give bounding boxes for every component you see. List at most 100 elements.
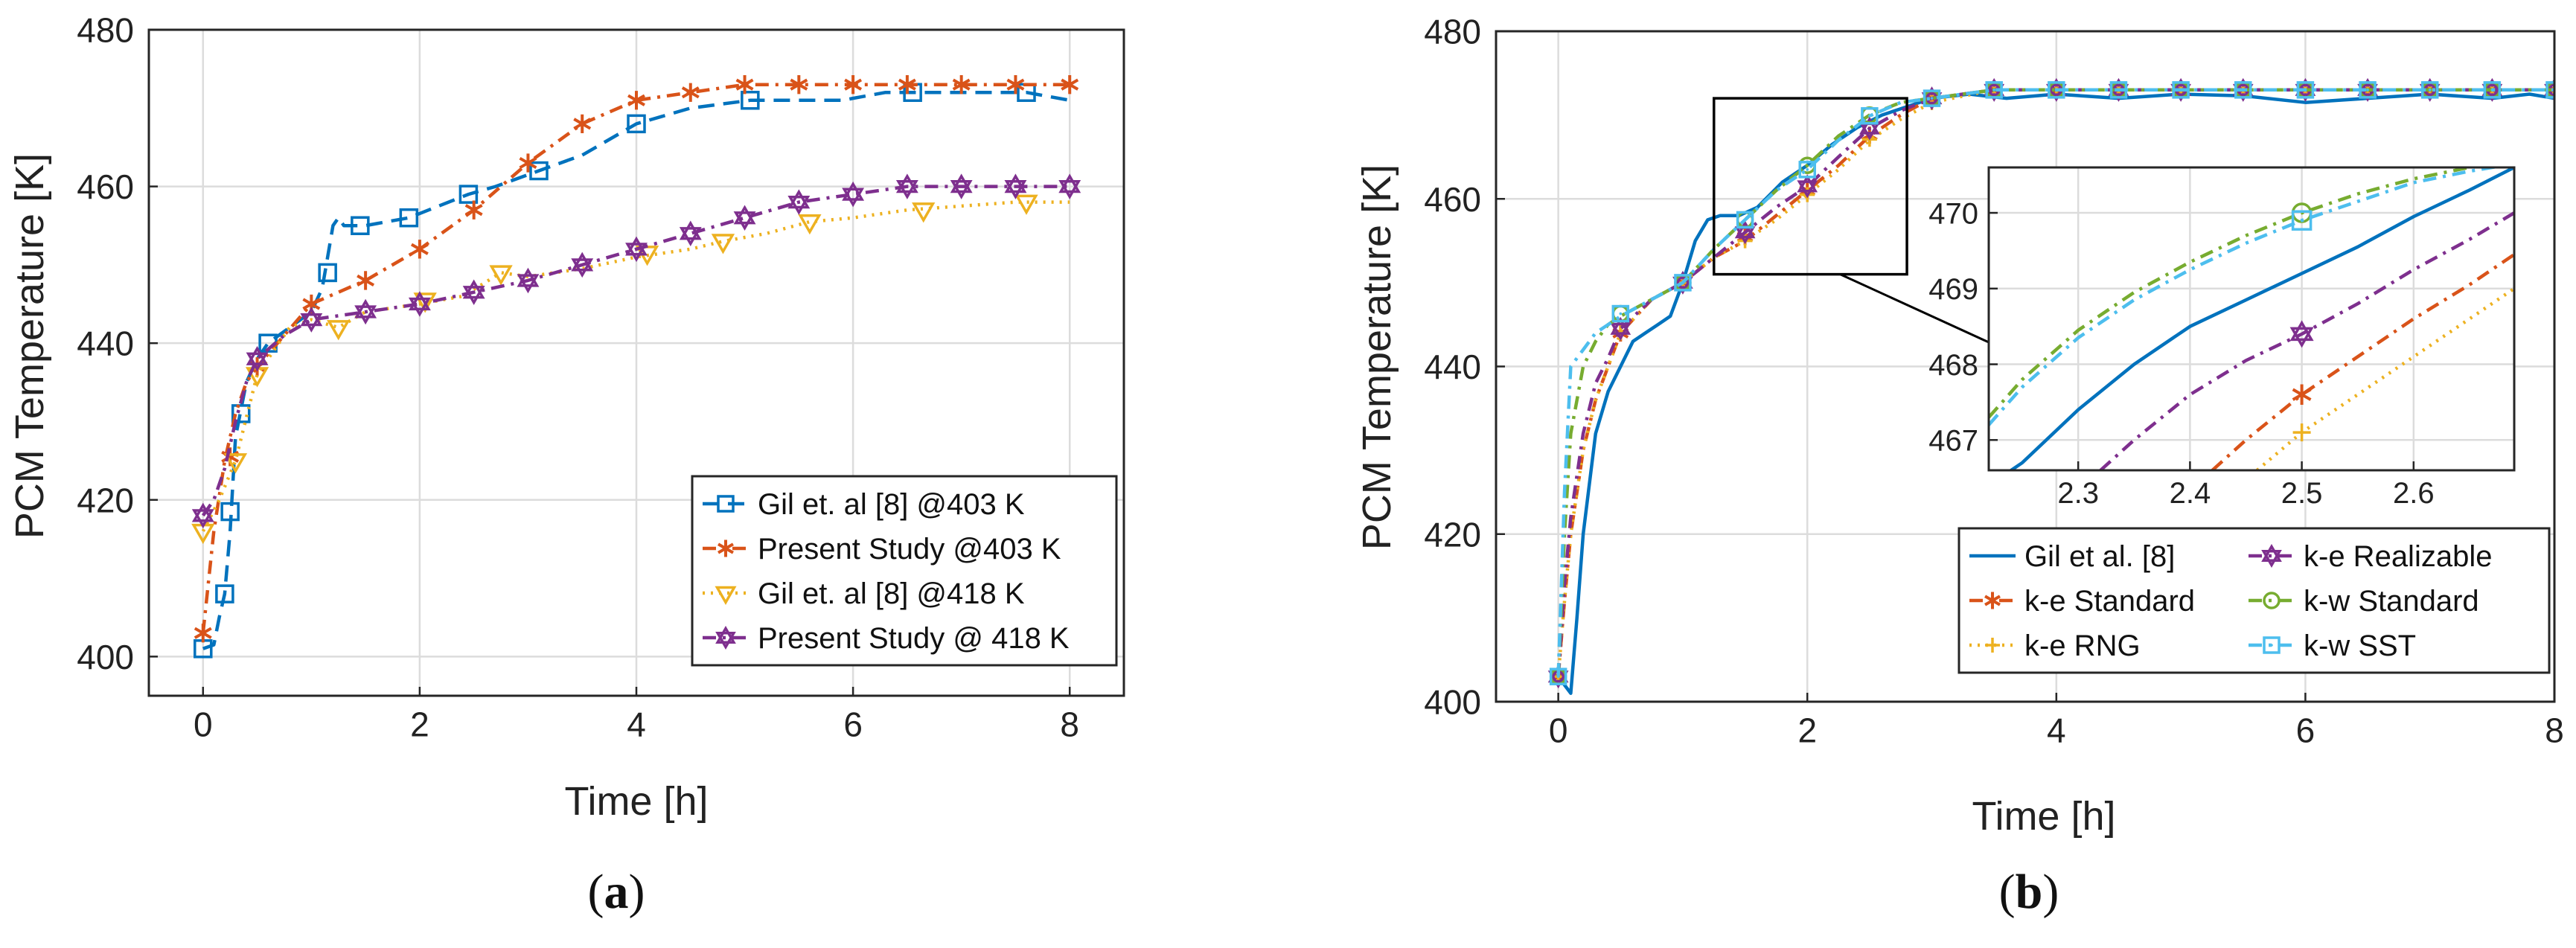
b-series-5-marker-dot bbox=[1930, 97, 1934, 100]
b-series-5-marker-dot bbox=[1806, 168, 1809, 171]
a-ytick-label: 460 bbox=[77, 167, 134, 206]
a-ytick-label: 480 bbox=[77, 11, 134, 50]
a-series-3-marker bbox=[517, 267, 540, 287]
b-xtick-label: 0 bbox=[1549, 711, 1568, 750]
b-series-5-marker-dot bbox=[1619, 312, 1623, 316]
a-series-3-marker-b bbox=[787, 196, 811, 215]
a-series-3-marker-b bbox=[1058, 179, 1081, 199]
inset-xtick-label: 2.5 bbox=[2281, 477, 2323, 510]
inset-ytick-label: 467 bbox=[1928, 425, 1978, 458]
b-series-3-marker-b bbox=[2295, 83, 2316, 102]
a-series-1-marker bbox=[1061, 75, 1079, 95]
a-series-1-marker bbox=[410, 240, 429, 259]
b-series-5-marker-dot bbox=[1992, 89, 1995, 92]
a-series-3-marker bbox=[679, 220, 702, 240]
b-xtick-label: 6 bbox=[2296, 711, 2315, 750]
b-series-5-marker-dot bbox=[2241, 89, 2245, 92]
b-series-5-marker bbox=[2296, 81, 2315, 99]
a-xtick-label: 8 bbox=[1060, 705, 1079, 744]
a-series-1-marker bbox=[790, 75, 808, 95]
a-series-3-marker-b bbox=[191, 509, 214, 529]
a-ytick-label: 420 bbox=[77, 481, 134, 519]
a-series-2-marker bbox=[489, 265, 513, 286]
b-legend-marker-5-dot bbox=[2270, 644, 2273, 647]
a-series-3-marker-b bbox=[300, 313, 323, 333]
b-legend-label-0: Gil et al. [8] bbox=[2024, 540, 2175, 573]
a-series-1-marker bbox=[464, 200, 483, 220]
b-ytick-label: 480 bbox=[1424, 13, 1481, 51]
a-xtick-label: 4 bbox=[627, 705, 646, 744]
b-series-5-line bbox=[1556, 88, 2554, 677]
a-series-3-marker bbox=[733, 205, 756, 225]
b-series-5-marker bbox=[1923, 89, 1941, 107]
a-series-1-marker bbox=[357, 271, 375, 290]
a-xtick-label: 0 bbox=[194, 705, 213, 744]
a-series-0-marker bbox=[399, 208, 419, 228]
a-series-3-line bbox=[201, 185, 1070, 517]
b-legend-label-5: k-w SST bbox=[2304, 630, 2416, 662]
b-xtick-label: 8 bbox=[2545, 711, 2564, 750]
a-series-3-marker-b bbox=[842, 188, 865, 208]
inset-series-1-line bbox=[2211, 253, 2514, 470]
a-series-2-marker bbox=[798, 214, 822, 235]
a-series-3-marker-b bbox=[679, 227, 702, 247]
b-series-3-marker bbox=[1921, 86, 1943, 105]
b-ytick-label: 400 bbox=[1424, 683, 1481, 722]
inset-ytick-label: 470 bbox=[1928, 197, 1978, 230]
a-series-3-marker bbox=[462, 279, 485, 299]
a-series-3-marker bbox=[895, 173, 918, 193]
panel-a-caption: (a) bbox=[588, 865, 645, 919]
a-xtick-label: 6 bbox=[843, 705, 863, 744]
panel-a-ylabel: PCM Temperature [K] bbox=[7, 153, 52, 539]
b-series-5-marker bbox=[2420, 81, 2439, 99]
a-series-2-marker bbox=[413, 292, 437, 313]
b-legend-marker-5 bbox=[2263, 636, 2281, 654]
b-series-5-marker bbox=[2109, 81, 2128, 99]
b-legend-marker-3 bbox=[2261, 544, 2282, 562]
b-axes-frame bbox=[1495, 30, 2556, 703]
b-series-3-marker bbox=[1734, 220, 1756, 239]
b-series-5-marker-dot bbox=[2366, 89, 2369, 92]
b-series-5-marker bbox=[1798, 161, 1816, 179]
a-series-0-marker bbox=[351, 216, 370, 235]
a-series-3-marker bbox=[300, 307, 323, 327]
a-series-1-marker bbox=[1006, 75, 1025, 95]
a-series-3-marker-b bbox=[733, 211, 756, 231]
b-series-3-marker-b bbox=[2170, 83, 2191, 102]
b-legend-label-3: k-e Realizable bbox=[2304, 540, 2492, 573]
inset-xtick-label: 2.3 bbox=[2057, 477, 2099, 510]
b-series-2-line bbox=[1556, 88, 2554, 677]
b-series-5-marker bbox=[1985, 81, 2003, 99]
b-series-5-marker-dot bbox=[2117, 89, 2120, 92]
a-legend-box bbox=[691, 475, 1118, 667]
a-series-3-marker-b bbox=[517, 274, 540, 294]
a-series-3-marker bbox=[787, 189, 811, 209]
b-ytick-label: 460 bbox=[1424, 180, 1481, 219]
a-series-1-marker bbox=[194, 624, 212, 643]
panel-b-ylabel: PCM Temperature [K] bbox=[1355, 164, 1399, 550]
b-series-5-marker-dot bbox=[1681, 281, 1684, 284]
a-series-2-marker bbox=[912, 202, 936, 223]
inset-series-5-marker bbox=[2291, 210, 2313, 231]
b-series-5-marker-dot bbox=[1556, 675, 1560, 679]
a-series-2-marker bbox=[1014, 194, 1038, 215]
a-series-3-marker-b bbox=[950, 179, 973, 199]
b-legend-label-4: k-w Standard bbox=[2304, 585, 2479, 618]
b-series-3-marker-b bbox=[2419, 83, 2441, 102]
b-series-5-marker-dot bbox=[2179, 89, 2182, 92]
a-series-3-marker-b bbox=[625, 243, 648, 263]
b-series-3-marker-b bbox=[2357, 83, 2378, 102]
b-series-3-marker bbox=[2232, 77, 2254, 96]
inset-series-3-marker-b bbox=[2289, 327, 2314, 348]
a-series-3-marker bbox=[1058, 173, 1081, 193]
b-series-3-marker bbox=[2108, 77, 2129, 96]
b-series-5-marker bbox=[1674, 274, 1692, 292]
b-series-3-marker bbox=[1984, 77, 2005, 96]
a-legend-label-3: Present Study @ 418 K bbox=[758, 622, 1070, 655]
b-legend-label-1: k-e Standard bbox=[2024, 585, 2195, 618]
inset-series-5-line bbox=[1989, 167, 2502, 426]
a-series-3-marker-b bbox=[408, 297, 431, 317]
b-series-layer bbox=[1547, 77, 2554, 695]
b-series-3-marker bbox=[2295, 77, 2316, 96]
b-legend-label-2: k-e RNG bbox=[2024, 630, 2141, 662]
